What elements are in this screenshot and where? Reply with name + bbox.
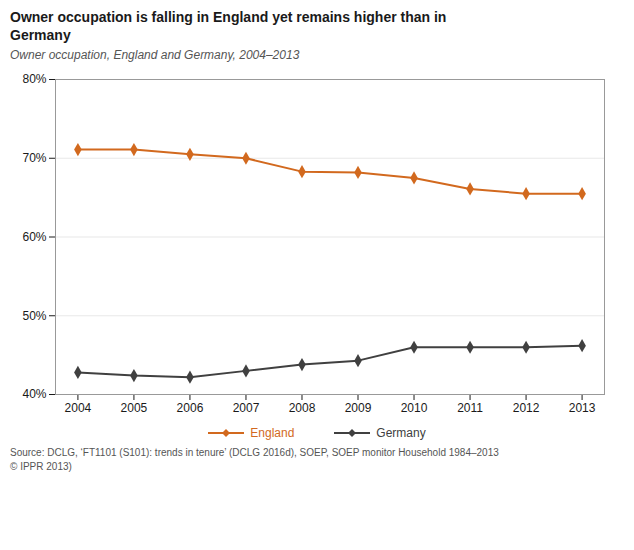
- svg-text:2004: 2004: [65, 401, 92, 415]
- svg-text:2007: 2007: [233, 401, 260, 415]
- svg-text:70%: 70%: [22, 151, 46, 165]
- svg-text:2012: 2012: [513, 401, 540, 415]
- html-text:Owner occupation, England and: Owner occupation, England and Germany, 2…: [10, 48, 300, 63]
- svg-text:60%: 60%: [22, 230, 46, 244]
- html-text:Source: DCLG, ‘FT1101 (S101):: Source: DCLG, ‘FT1101 (S101): trends in …: [10, 447, 499, 473]
- svg-text:2010: 2010: [401, 401, 428, 415]
- svg-text:80%: 80%: [22, 73, 46, 87]
- svg-text:2011: 2011: [457, 401, 483, 415]
- svg-text:2006: 2006: [177, 401, 204, 415]
- html-text:England: England: [250, 426, 295, 441]
- svg-text:2005: 2005: [121, 401, 148, 415]
- svg-text:2008: 2008: [289, 401, 316, 415]
- svg-text:2009: 2009: [345, 401, 372, 415]
- html-text:Owner occupation is falling in: Owner occupation is falling in England y…: [10, 9, 447, 44]
- svg-text:2013: 2013: [569, 401, 596, 415]
- svg-text:50%: 50%: [22, 309, 46, 323]
- html-text:Germany: Germany: [376, 426, 426, 441]
- svg-text:40%: 40%: [22, 388, 46, 402]
